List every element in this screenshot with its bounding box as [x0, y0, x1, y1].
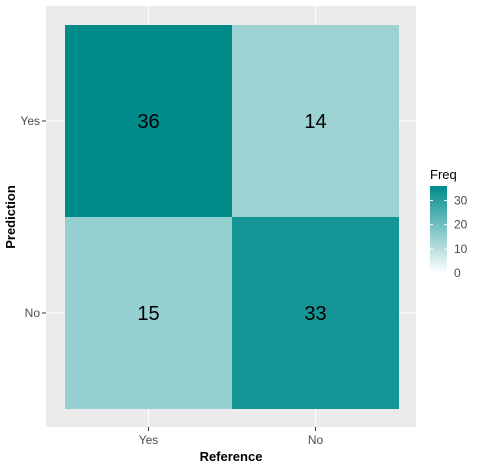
legend-colorbar	[430, 186, 447, 273]
y-tick-label: Yes	[20, 114, 40, 128]
legend-ticks: 0 10 20 30	[430, 194, 468, 280]
heatmap-cell	[65, 25, 232, 217]
cell-value-label: 14	[304, 111, 326, 133]
y-axis-title: Prediction	[3, 185, 18, 249]
legend-title: Freq	[430, 167, 457, 182]
x-axis: Yes No	[139, 427, 324, 447]
legend-tick-label: 30	[454, 194, 468, 208]
x-tick-label: Yes	[139, 433, 159, 447]
cell-value-label: 36	[137, 111, 159, 133]
y-axis: Yes No	[20, 114, 46, 320]
heatmap-cells	[65, 25, 399, 409]
cell-labels: 36 14 15 33	[137, 111, 326, 325]
x-axis-title: Reference	[200, 449, 263, 464]
cell-value-label: 33	[304, 303, 326, 325]
legend-tick-label: 0	[454, 266, 461, 280]
legend-tick-label: 10	[454, 242, 468, 256]
heatmap-cell	[65, 217, 232, 409]
cell-value-label: 15	[137, 303, 159, 325]
legend-tick-label: 20	[454, 218, 468, 232]
legend: Freq 0 10 20 30	[430, 167, 468, 280]
y-tick-label: No	[25, 306, 41, 320]
heatmap-cell	[232, 25, 399, 217]
heatmap-cell	[232, 217, 399, 409]
x-tick-label: No	[308, 433, 324, 447]
